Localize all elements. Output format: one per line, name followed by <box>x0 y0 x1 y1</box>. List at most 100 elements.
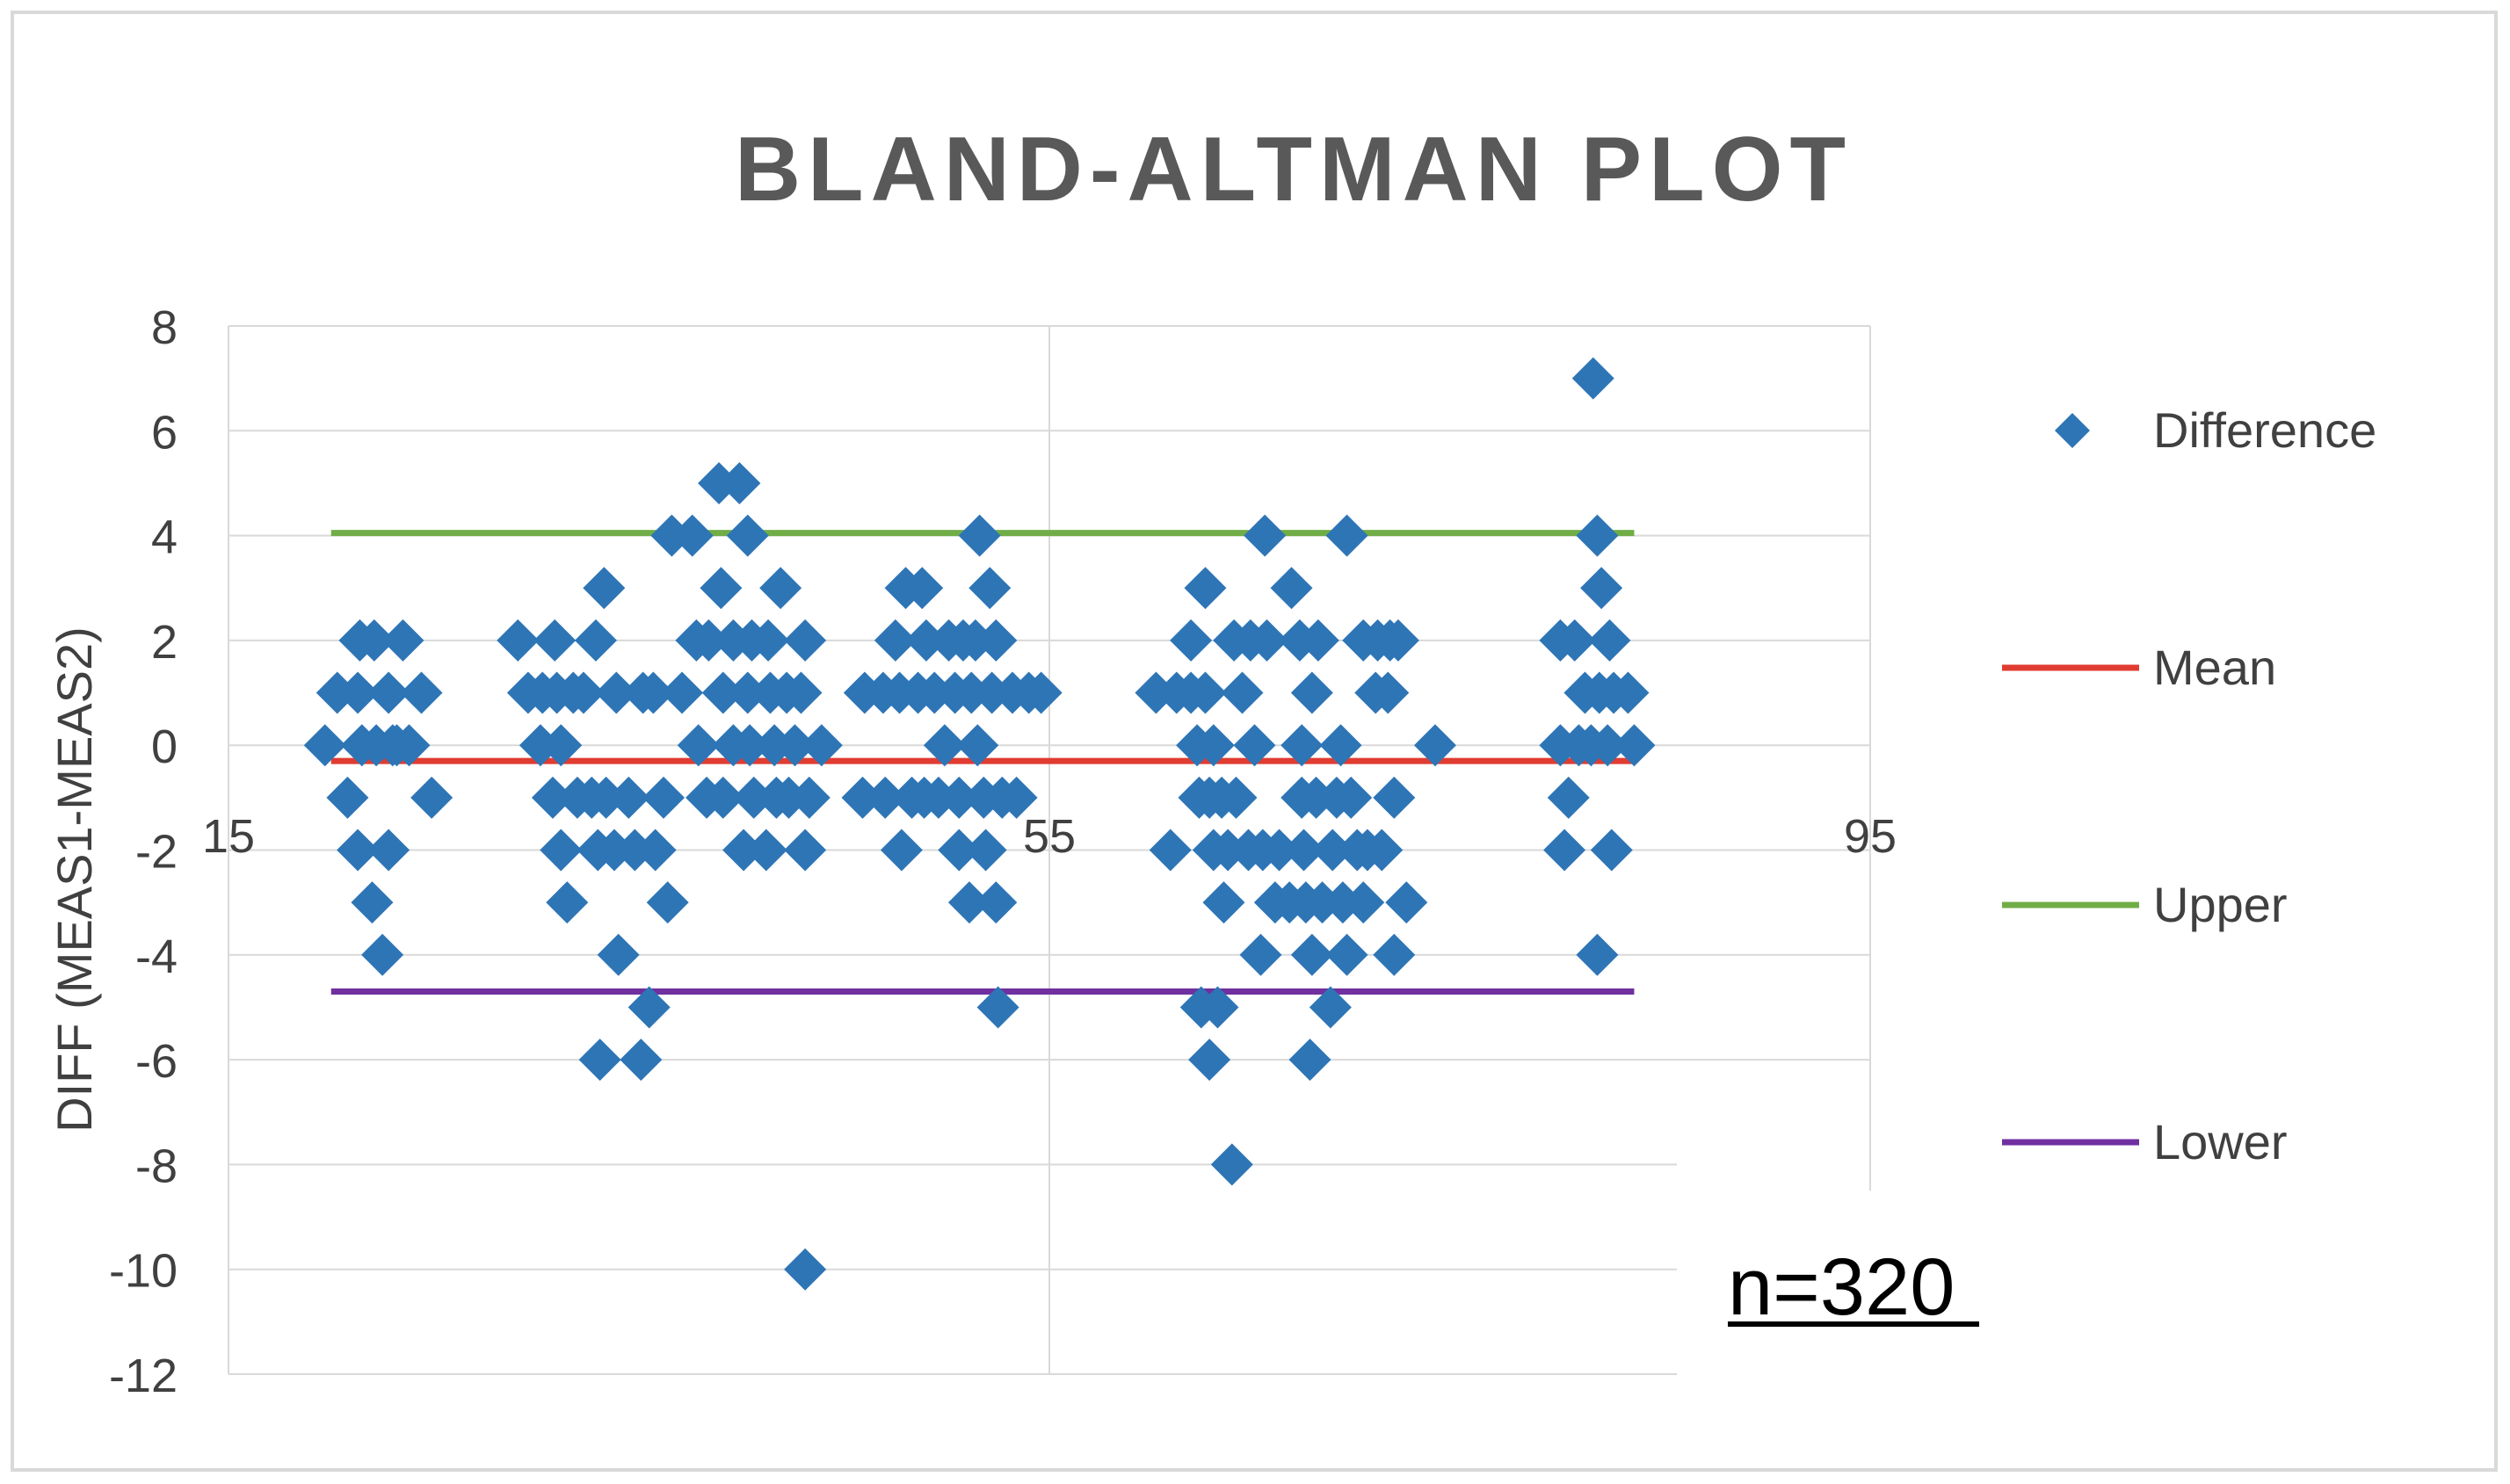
legend-marker-difference <box>2055 413 2090 448</box>
data-point <box>1571 357 1614 400</box>
data-point <box>784 1248 827 1291</box>
data-point <box>531 776 574 819</box>
legend: Difference Mean Upper Lower <box>2002 402 2376 1169</box>
data-point <box>497 619 540 662</box>
data-point <box>1296 619 1339 662</box>
data-point <box>874 619 917 662</box>
data-point <box>337 671 380 714</box>
chart-title: BLAND-ALTMAN PLOT <box>735 119 1853 221</box>
data-point <box>923 724 966 767</box>
data-point <box>744 829 787 872</box>
data-point <box>938 776 981 819</box>
x-tick-label: 15 <box>202 810 255 863</box>
data-point <box>958 514 1001 557</box>
x-tick-label: 55 <box>1023 810 1076 863</box>
data-point <box>787 776 831 819</box>
data-point <box>1319 724 1362 767</box>
y-tick-label: -4 <box>135 930 178 983</box>
data-point <box>642 776 686 819</box>
data-point <box>1239 933 1282 976</box>
data-point <box>1543 829 1586 872</box>
data-point <box>578 1039 621 1082</box>
data-point <box>1385 881 1428 924</box>
y-tick-label: -8 <box>135 1140 178 1192</box>
data-point <box>388 724 431 767</box>
data-point <box>1376 619 1419 662</box>
data-point <box>701 671 744 714</box>
data-point <box>975 881 1018 924</box>
data-point <box>1245 619 1288 662</box>
y-axis-tick-labels: 8 6 4 2 0 -2 -4 -6 -8 -10 -12 <box>109 301 178 1402</box>
data-point <box>1192 724 1235 767</box>
data-point <box>841 776 884 819</box>
data-point <box>773 724 816 767</box>
data-point <box>718 461 761 504</box>
data-point <box>583 567 626 610</box>
data-point <box>1547 776 1590 819</box>
data-point <box>1613 724 1656 767</box>
data-point <box>1360 829 1404 872</box>
legend-label-lower: Lower <box>2153 1114 2288 1169</box>
data-point <box>880 829 923 872</box>
data-point <box>1282 829 1325 872</box>
data-point <box>1221 671 1264 714</box>
chart-frame: BLAND-ALTMAN PLOT 8 6 4 2 0 -2 -4 -6 -8 -10 -12 15… <box>11 11 2498 1472</box>
data-point <box>546 881 589 924</box>
data-point <box>1607 671 1650 714</box>
data-point <box>400 671 443 714</box>
data-point <box>337 829 380 872</box>
data-point <box>1270 567 1313 610</box>
data-point <box>597 933 640 976</box>
y-tick-label: 4 <box>151 511 178 564</box>
legend-label-upper: Upper <box>2153 877 2288 932</box>
data-point <box>352 619 395 662</box>
data-point <box>1184 671 1227 714</box>
y-tick-label: 2 <box>151 616 178 669</box>
data-point <box>410 776 453 819</box>
data-point <box>968 567 1012 610</box>
data-point <box>1288 1039 1331 1082</box>
data-point <box>759 567 802 610</box>
data-point <box>864 776 907 819</box>
data-point <box>671 514 714 557</box>
data-point <box>995 776 1038 819</box>
data-point <box>574 619 617 662</box>
data-point <box>540 829 583 872</box>
sample-size-annotation: n=320 <box>1728 1242 1955 1332</box>
data-point <box>1188 1039 1231 1082</box>
y-tick-label: 8 <box>151 301 178 354</box>
data-point <box>784 619 827 662</box>
data-point <box>1413 724 1456 767</box>
data-point <box>1233 724 1276 767</box>
y-tick-label: 0 <box>151 720 178 773</box>
data-point <box>1342 881 1385 924</box>
data-point <box>1586 724 1629 767</box>
data-point <box>367 671 410 714</box>
data-point <box>726 514 769 557</box>
data-point <box>1311 829 1354 872</box>
data-point <box>976 986 1019 1029</box>
data-point <box>620 1039 663 1082</box>
data-point <box>1280 724 1324 767</box>
data-point <box>607 776 650 819</box>
x-axis-tick-labels: 15 55 95 <box>202 810 1897 863</box>
data-point <box>1367 671 1410 714</box>
data-point <box>700 567 743 610</box>
data-point <box>956 724 999 767</box>
data-point <box>1576 514 1619 557</box>
data-point <box>722 829 765 872</box>
bland-altman-chart: BLAND-ALTMAN PLOT 8 6 4 2 0 -2 -4 -6 -8 -10 -12 15… <box>47 119 2376 1402</box>
data-point <box>938 829 981 872</box>
data-point <box>661 671 704 714</box>
data-point <box>732 776 775 819</box>
data-point <box>947 881 990 924</box>
legend-label-mean: Mean <box>2153 640 2276 695</box>
data-point <box>595 671 638 714</box>
data-point <box>701 776 744 819</box>
data-point <box>540 724 583 767</box>
y-tick-label: -12 <box>109 1350 178 1402</box>
data-point <box>326 776 369 819</box>
data-point <box>677 724 720 767</box>
data-point <box>367 829 410 872</box>
data-point <box>1170 619 1213 662</box>
